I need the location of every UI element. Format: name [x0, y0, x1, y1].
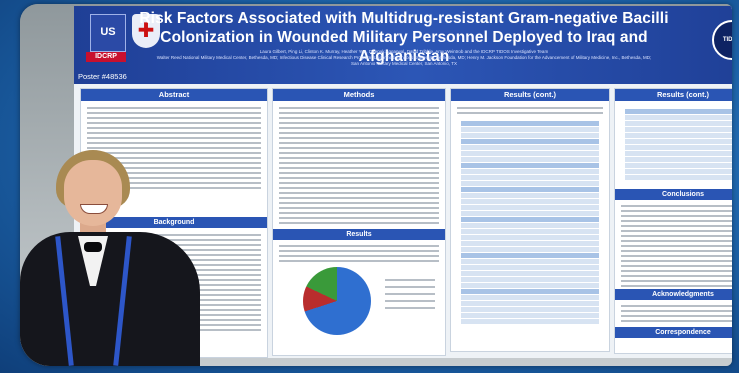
author-list: Laura Gilbert, Ping Li, Clinton K. Murra… [259, 49, 549, 54]
conclusions-heading: Conclusions [615, 189, 732, 200]
poster-number: Poster #48536 [78, 72, 127, 81]
column-methods: Methods Results [272, 88, 446, 356]
correspondence-heading: Correspondence [615, 327, 732, 338]
table-caption [457, 107, 603, 117]
methods-heading: Methods [273, 89, 445, 101]
abstract-heading: Abstract [81, 89, 267, 101]
conclusions-text [621, 205, 732, 295]
column-results-cont-2: Results (cont.) Conclusions Acknowledgme… [614, 88, 732, 354]
acknowledgments-text [621, 305, 732, 325]
poster-title: Risk Factors Associated with Multidrug-r… [134, 9, 674, 66]
presenter [20, 144, 200, 366]
poster-title-line2: Colonization in Wounded Military Personn… [160, 29, 648, 65]
conference-photo: US ✚ IDCRP Risk Factors Associated with … [20, 4, 732, 366]
tidos-logo: TIDOS [712, 20, 732, 60]
presenter-uniform [20, 232, 200, 366]
abstract-text [87, 107, 261, 192]
poster-banner: US ✚ IDCRP Risk Factors Associated with … [74, 6, 732, 84]
results-cont-heading-2: Results (cont.) [615, 89, 732, 101]
poster-authors: Laura Gilbert, Ping Li, Clinton K. Murra… [154, 49, 654, 67]
acknowledgments-heading: Acknowledgments [615, 289, 732, 300]
presenter-bowtie [84, 242, 102, 252]
results-heading: Results [273, 229, 445, 240]
presenter-face [64, 160, 122, 226]
results-table-2 [625, 109, 732, 181]
results-text [279, 245, 439, 265]
methods-text [279, 107, 439, 227]
results-cont-heading-1: Results (cont.) [451, 89, 609, 101]
pie-legend [385, 279, 435, 314]
column-results-cont-1: Results (cont.) [450, 88, 610, 352]
background-heading: Background [81, 217, 267, 228]
results-table [461, 121, 599, 325]
poster-title-line1: Risk Factors Associated with Multidrug-r… [139, 10, 669, 27]
pie-chart [303, 267, 371, 335]
cross-emblem-icon: ✚ [132, 14, 160, 48]
idcrp-badge: IDCRP [86, 52, 126, 62]
affiliation-list: Walter Reed National Military Medical Ce… [156, 55, 652, 66]
university-logo: US [90, 14, 126, 52]
